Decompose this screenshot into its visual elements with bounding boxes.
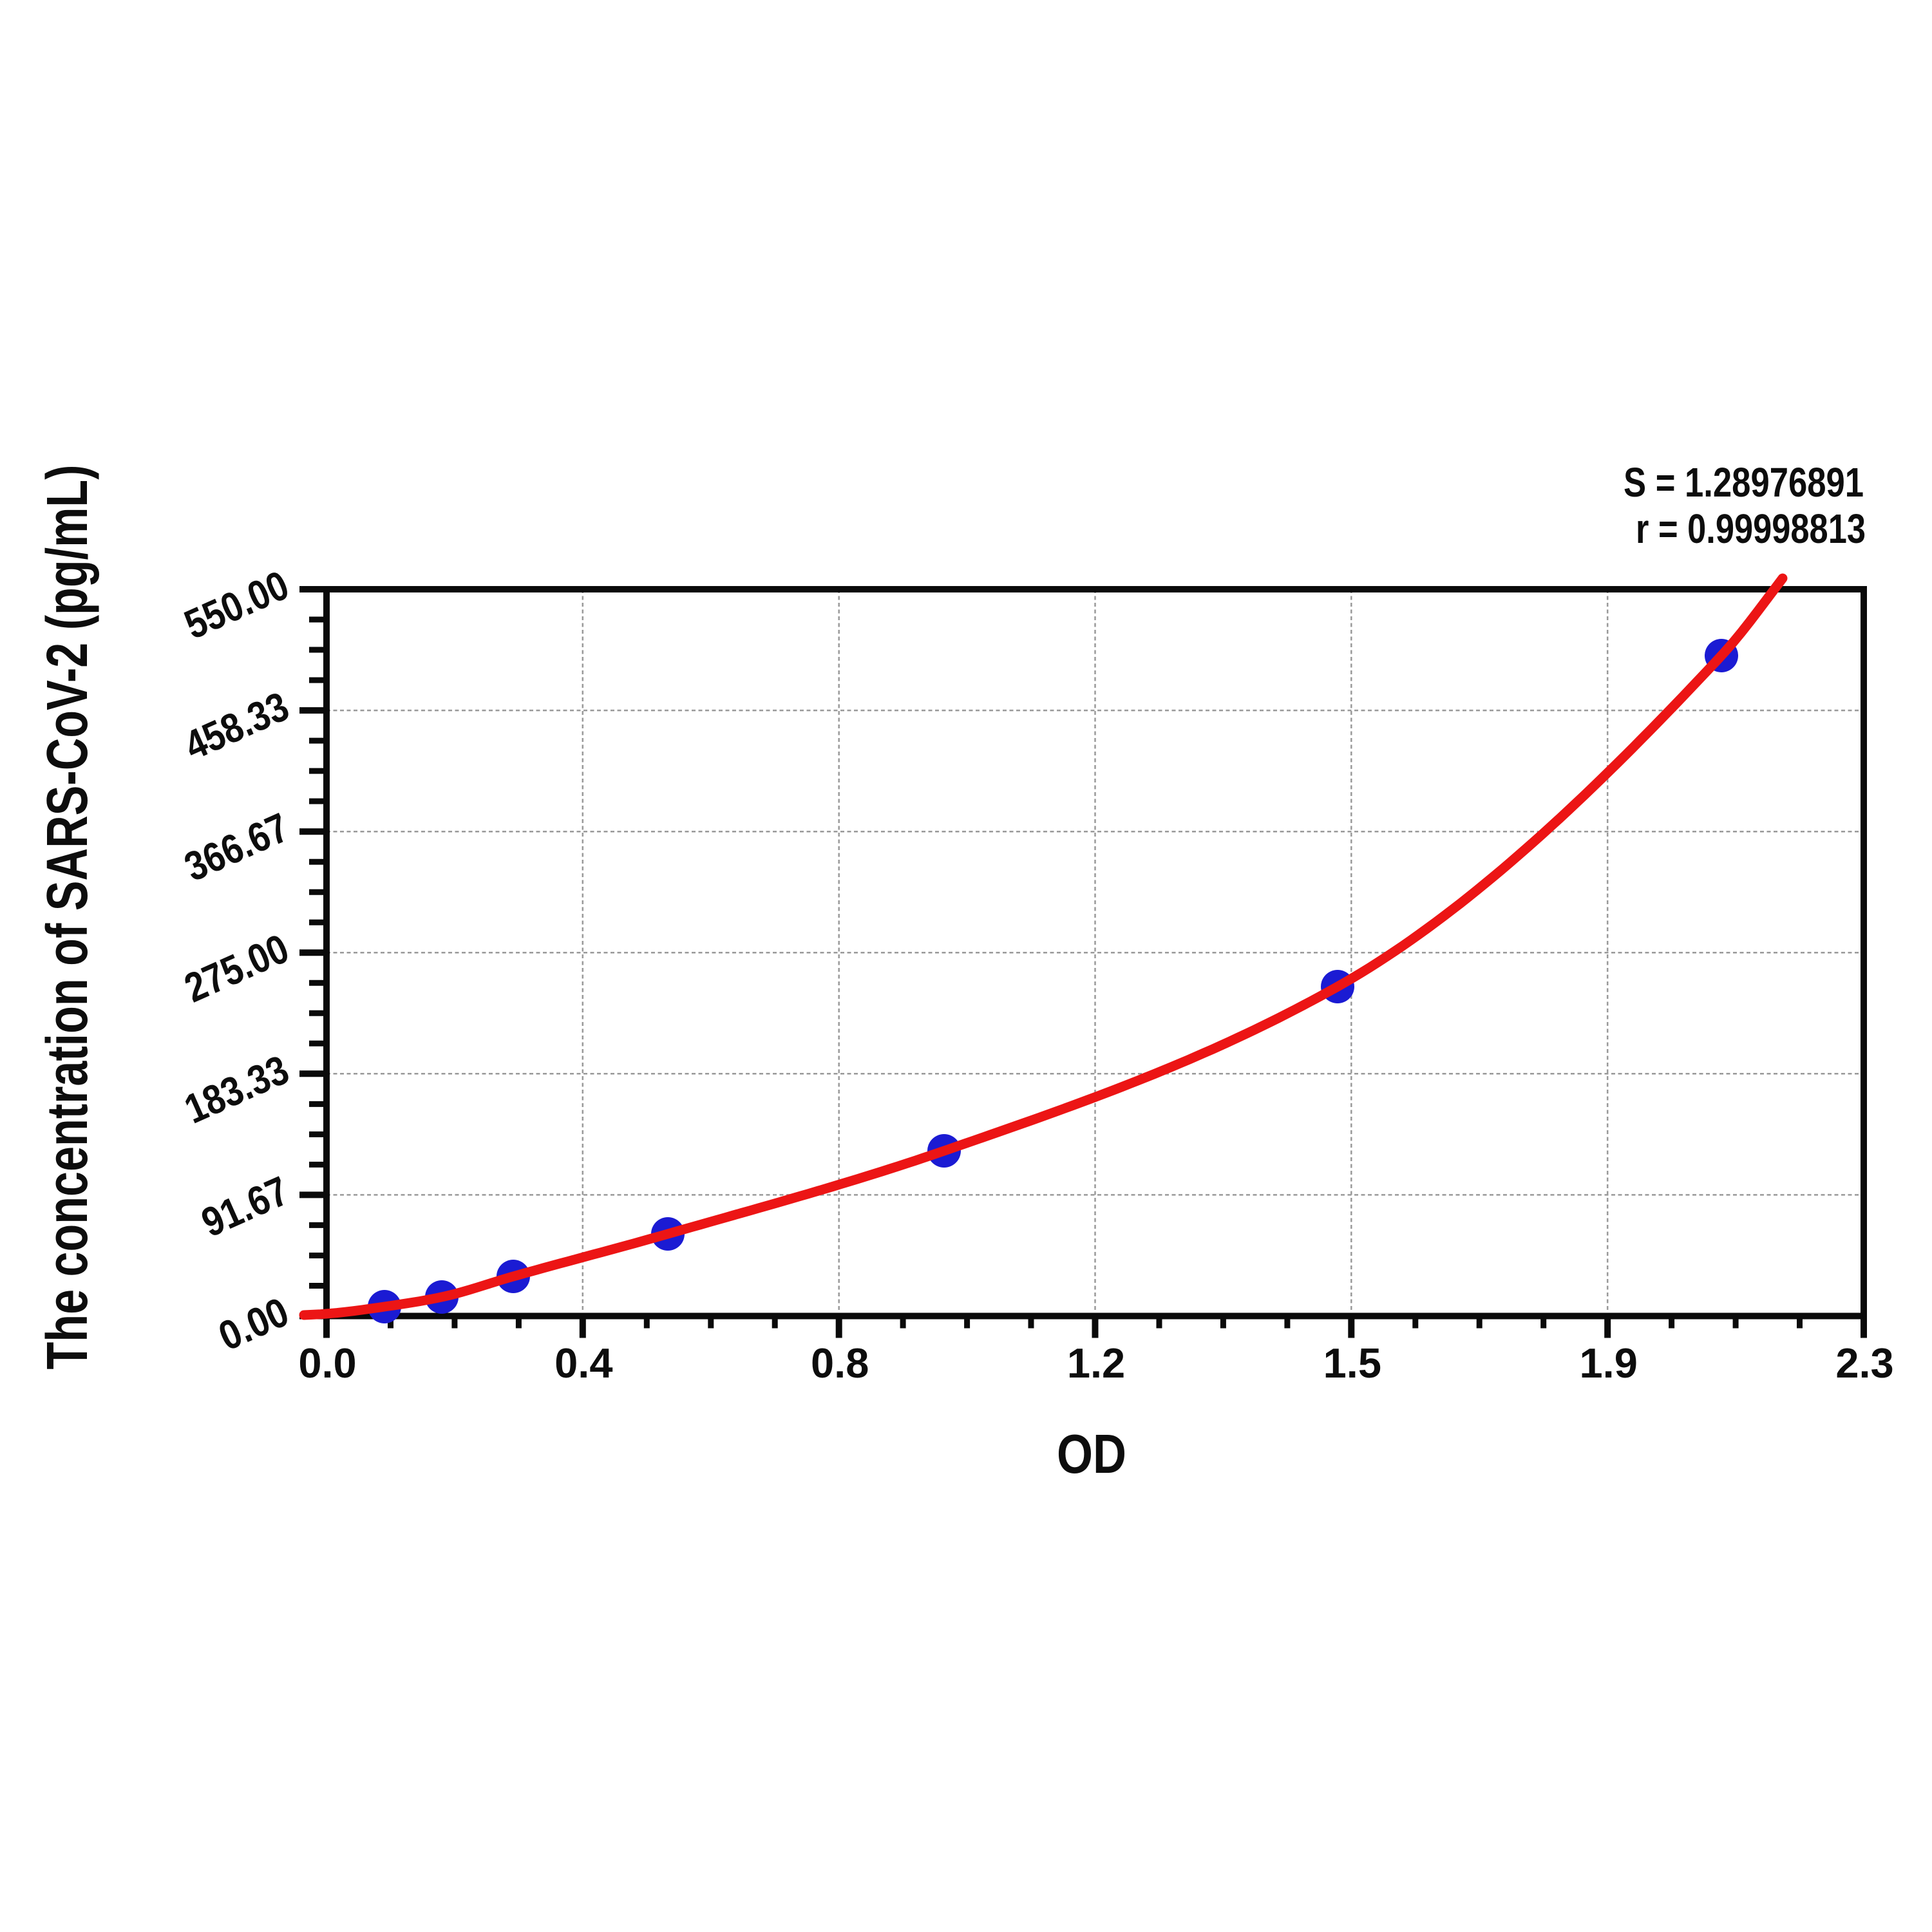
svg-text:2.3: 2.3: [1835, 1340, 1893, 1387]
svg-text:1.9: 1.9: [1580, 1340, 1638, 1387]
svg-text:1.2: 1.2: [1067, 1340, 1125, 1387]
svg-text:1.5: 1.5: [1323, 1340, 1381, 1387]
svg-text:0.4: 0.4: [554, 1340, 612, 1387]
svg-text:r = 0.99998813: r = 0.99998813: [1636, 506, 1866, 552]
svg-text:0.8: 0.8: [811, 1340, 869, 1387]
svg-text:The concentration of SARS-CoV: The concentration of SARS-CoV-2 (pg/mL): [35, 465, 100, 1370]
svg-text:S = 1.28976891: S = 1.28976891: [1624, 459, 1864, 506]
svg-text:OD: OD: [1057, 1424, 1126, 1485]
svg-text:0.0: 0.0: [298, 1340, 356, 1387]
